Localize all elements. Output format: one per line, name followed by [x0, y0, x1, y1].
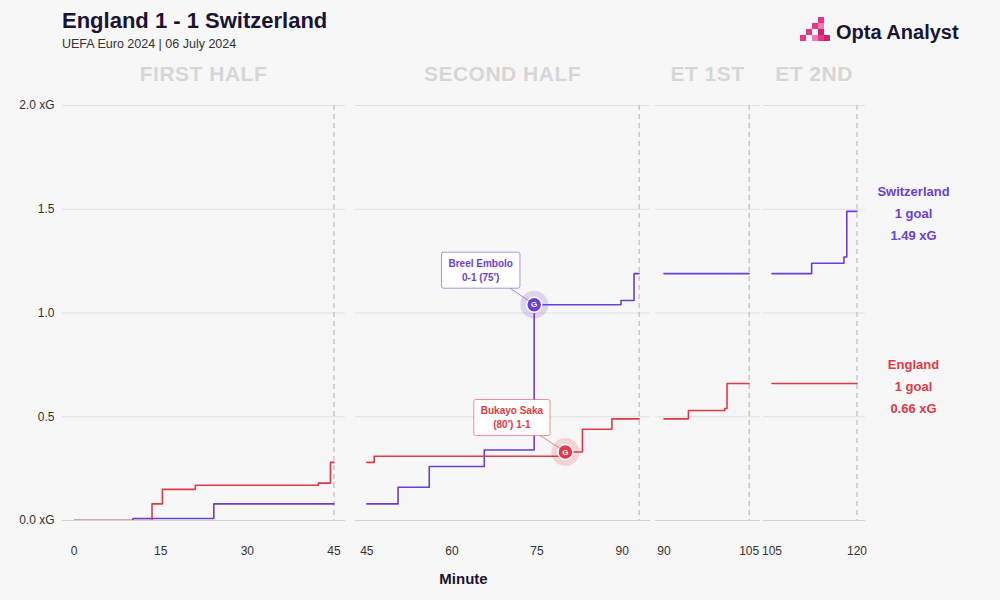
svg-text:0.5: 0.5 [38, 410, 55, 424]
html-text:Opta Analyst: Opta Analyst [836, 20, 959, 43]
svg-text:90: 90 [615, 544, 629, 558]
html-text:SECOND HALF: SECOND HALF [423, 62, 582, 85]
svg-text:G: G [562, 448, 568, 457]
svg-text:45: 45 [360, 544, 374, 558]
svg-text:60: 60 [445, 544, 459, 558]
svg-text:G: G [531, 300, 537, 309]
svg-text:0: 0 [71, 544, 78, 558]
svg-text:Bukayo Saka: Bukayo Saka [481, 405, 544, 416]
svg-text:45: 45 [327, 544, 341, 558]
svg-text:120: 120 [847, 544, 867, 558]
svg-text:105: 105 [762, 544, 782, 558]
svg-text:105: 105 [739, 544, 759, 558]
svg-text:75: 75 [530, 544, 544, 558]
svg-text:90: 90 [657, 544, 671, 558]
svg-text:0-1 (75'): 0-1 (75') [462, 272, 499, 283]
html-text:UEFA Euro 2024 | 06 July 2024: UEFA Euro 2024 | 06 July 2024 [62, 37, 237, 51]
html-text:England 1 - 1 Switzerland: England 1 - 1 Switzerland [62, 8, 328, 33]
svg-text:Switzerland1 goal1.49 xG: Switzerland1 goal1.49 xG [877, 184, 949, 243]
svg-text:30: 30 [241, 544, 255, 558]
svg-text:1.0: 1.0 [38, 306, 55, 320]
svg-text:2.0 xG: 2.0 xG [19, 98, 54, 112]
html-text:Minute: Minute [439, 570, 488, 587]
svg-text:(80') 1-1: (80') 1-1 [493, 419, 531, 430]
svg-text:England1 goal0.66 xG: England1 goal0.66 xG [888, 357, 939, 416]
html-text:ET 2ND: ET 2ND [775, 62, 853, 85]
html-text:ET 1ST: ET 1ST [670, 62, 745, 85]
svg-text:0.0 xG: 0.0 xG [19, 513, 54, 527]
svg-text:1.5: 1.5 [38, 202, 55, 216]
svg-text:15: 15 [154, 544, 168, 558]
html-text:FIRST HALF: FIRST HALF [139, 62, 268, 85]
svg-text:Breel Embolo: Breel Embolo [448, 258, 512, 269]
